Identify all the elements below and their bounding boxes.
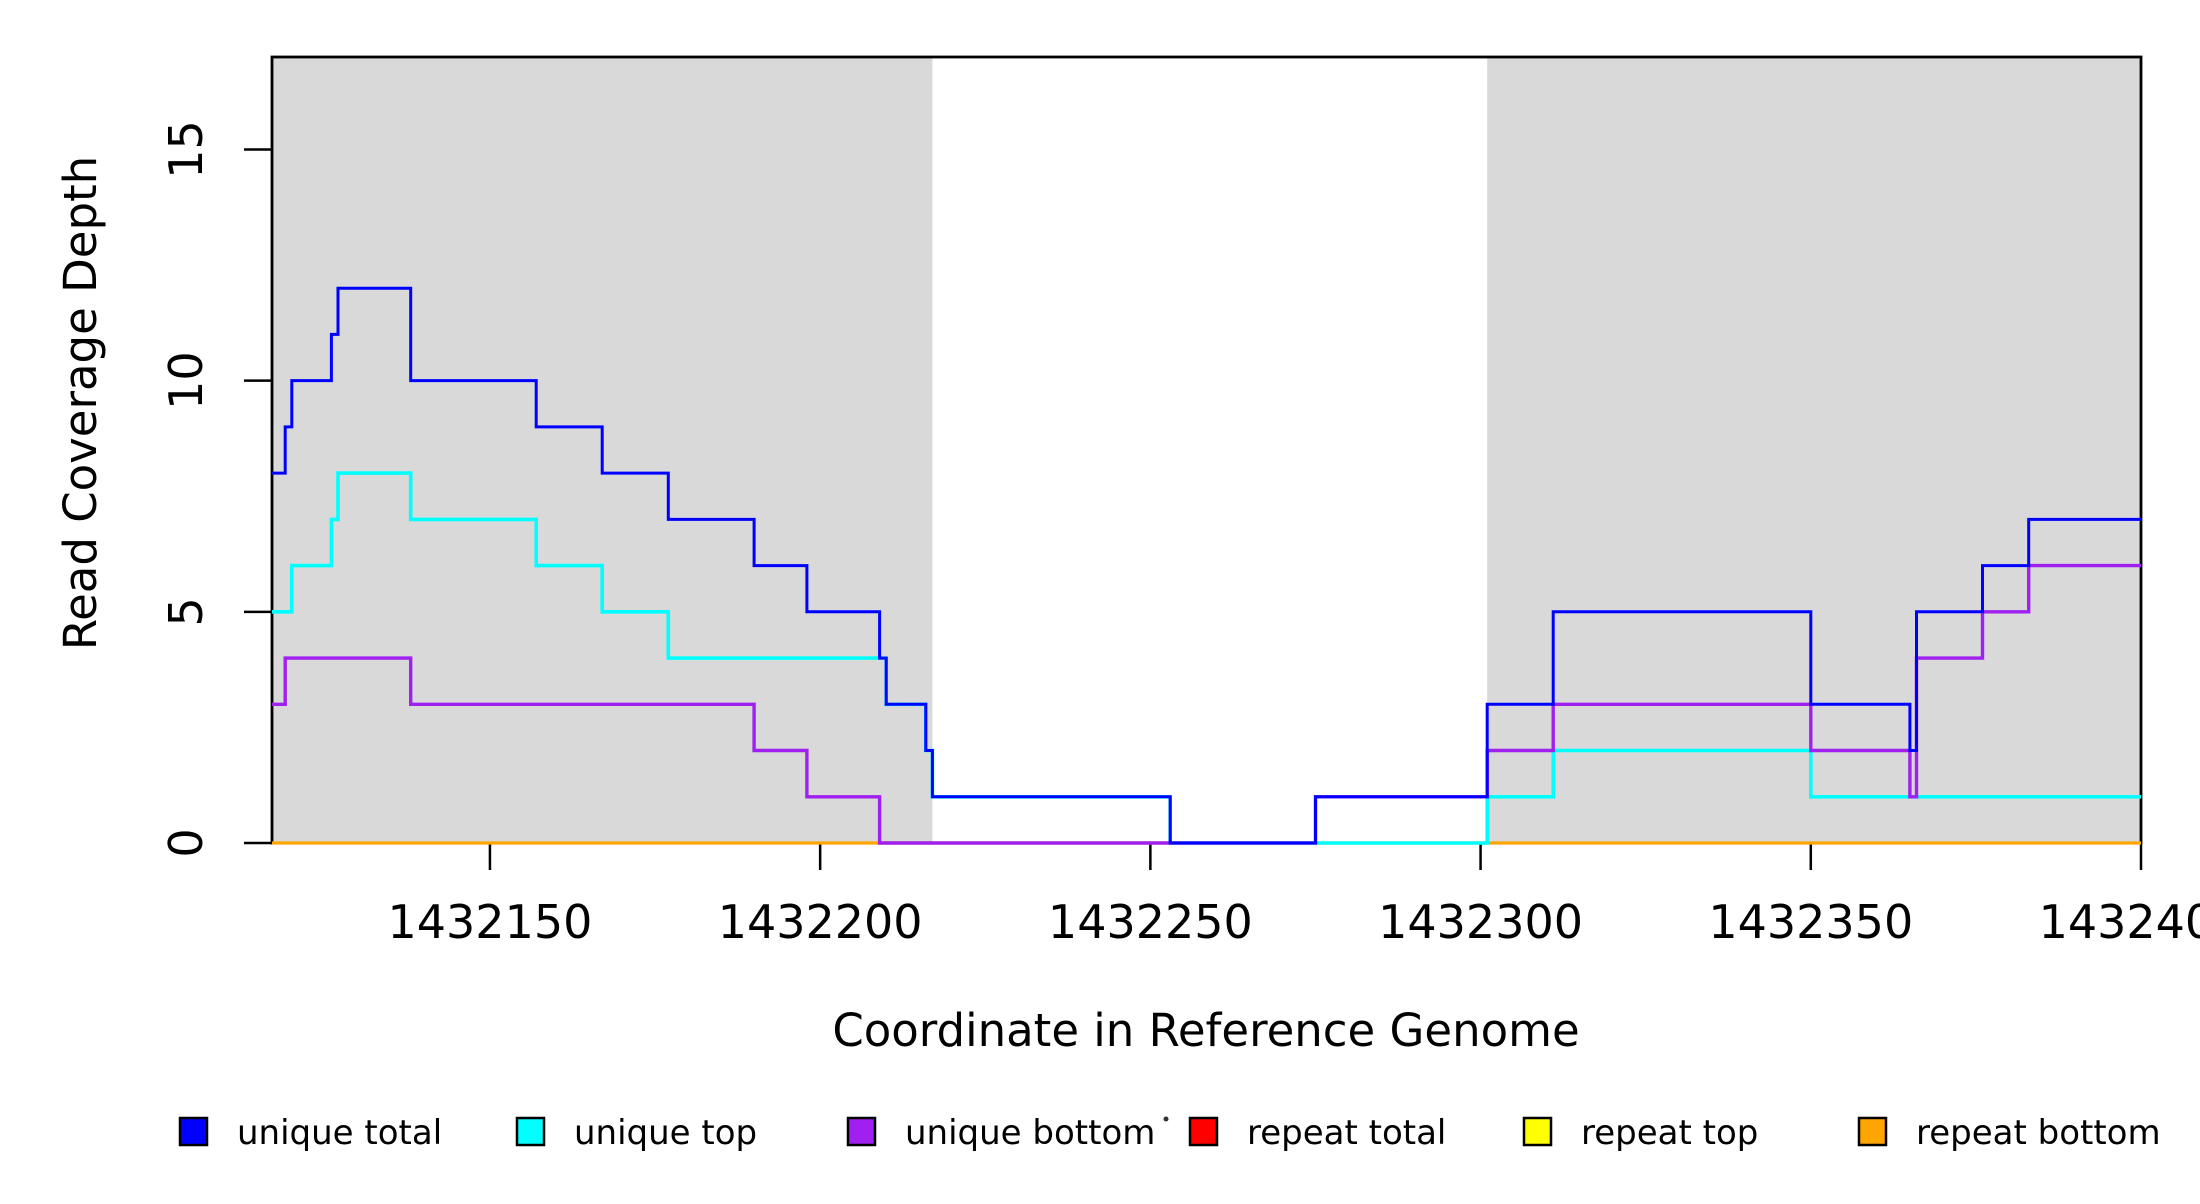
legend-label-unique-bottom: unique bottom — [905, 1113, 1155, 1153]
legend-entry-repeat-total: repeat total — [1188, 1113, 1446, 1153]
legend-label-repeat-total: repeat total — [1247, 1113, 1446, 1153]
y-axis-tick-label: 15 — [159, 120, 213, 179]
legend-label-repeat-bottom: repeat bottom — [1916, 1113, 2161, 1153]
legend-entry-unique-total: unique total — [178, 1113, 442, 1153]
legend-swatch-unique-bottom — [846, 1116, 877, 1147]
x-axis-tick-label: 1432250 — [1048, 895, 1253, 949]
legend-swatch-unique-top — [515, 1116, 546, 1147]
legend-entry-repeat-top: repeat top — [1522, 1113, 1758, 1153]
series-line-unique-top — [272, 471, 2141, 845]
legend-label-unique-total: unique total — [237, 1113, 442, 1153]
legend-swatch-repeat-bottom — [1857, 1116, 1888, 1147]
legend-label-repeat-top: repeat top — [1581, 1113, 1758, 1153]
series-line-unique-total — [272, 286, 2141, 845]
legend-entry-unique-bottom: unique bottom — [846, 1113, 1155, 1153]
legend-stray-dot — [1163, 1116, 1169, 1122]
x-axis-label: Coordinate in Reference Genome — [832, 1004, 1579, 1057]
x-axis-tick-label: 1432150 — [388, 895, 593, 949]
legend-swatch-unique-total — [178, 1116, 209, 1147]
x-axis-tick-label: 1432350 — [1708, 895, 1913, 949]
legend-entry-unique-top: unique top — [515, 1113, 757, 1153]
legend-swatch-repeat-top — [1522, 1116, 1553, 1147]
shaded-region — [1487, 57, 2141, 843]
legend: unique total unique top unique bottom repea… — [178, 1113, 2161, 1153]
y-axis-tick-label: 10 — [159, 351, 213, 410]
legend-swatch-repeat-total — [1188, 1116, 1219, 1147]
y-axis-tick-label: 5 — [159, 597, 213, 626]
legend-label-unique-top: unique top — [574, 1113, 757, 1153]
y-axis-label: Read Coverage Depth — [54, 156, 107, 650]
y-axis-tick-label: 0 — [159, 828, 213, 857]
legend-entry-repeat-bottom: repeat bottom — [1857, 1113, 2161, 1153]
x-axis-tick-label: 1432200 — [718, 895, 923, 949]
x-axis-tick-label: 1432300 — [1378, 895, 1583, 949]
